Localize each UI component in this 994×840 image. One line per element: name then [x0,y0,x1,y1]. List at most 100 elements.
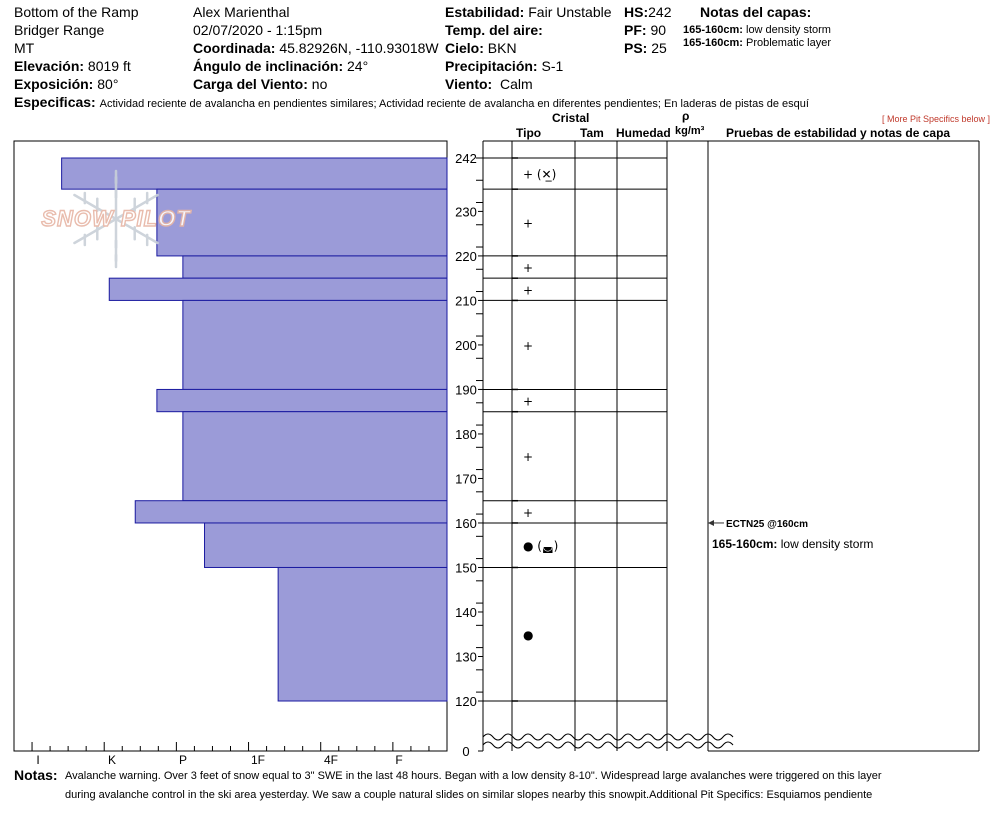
grain-symbol-5: + [523,395,533,409]
layer-note-range: 165-160cm: [683,37,743,49]
notes-label: Notas: [14,767,58,783]
depth-label-0: 0 [462,744,469,759]
pf-label: PF: [624,22,647,38]
wind: Viento: Calm [445,76,533,92]
more-pit-specifics-link[interactable]: [ More Pit Specifics below ] [881,114,990,124]
grain-symbol-1: + [523,217,533,231]
type-header: Tipo [516,126,542,140]
grain-symbol-7: + [523,506,533,520]
flake-arm [114,217,159,245]
specifics-label: Especificas: [14,94,96,110]
aspect-value: 80° [97,76,119,92]
coord-label: Coordinada: [193,40,276,56]
test-note-range: 165-160cm: [712,537,778,551]
flake-arm [73,193,118,221]
hardness-label-1F: 1F [251,753,266,767]
size-header: Tam [580,126,604,140]
layer-bar-0 [61,157,448,190]
flake-arm [73,217,118,245]
observer-name: Alex Marienthal [193,4,290,20]
coord-value: 45.82926N, -110.93018W [279,40,439,56]
depth-label-242: 242 [455,151,477,166]
layer-bar-2 [182,255,448,279]
precipitation: Precipitación: S-1 [445,58,563,74]
test-result-arrow [708,519,724,526]
layer-bar-7 [134,500,448,524]
layer-notes-title: Notas del capas: [700,4,812,20]
hs-label: HS: [624,4,649,20]
test-note-text: low density storm [780,537,874,551]
precip-label: Precipitación: [445,58,538,74]
hardness-label-I: I [36,753,40,767]
boot-penetration: PS: 25 [624,40,667,56]
depth-label-140: 140 [455,605,477,620]
pit-range: Bridger Range [14,22,105,38]
elevation: Elevación: 8019 ft [14,58,131,74]
rho-header: ρ [682,109,690,123]
grain-symbol-8: ● (◛) [523,539,558,553]
hardness-label-K: K [107,753,116,767]
layer-bar-3 [108,277,448,301]
depth-label-180: 180 [455,427,477,442]
depth-label-120: 120 [455,694,477,709]
depth-label-230: 230 [455,204,477,219]
axis-break-bottom [482,741,734,749]
wind-value: Calm [499,76,533,92]
coordinates: Coordinada: 45.82926N, -110.93018W [193,40,439,56]
snowpilot-logo: SNOW PILOT [41,169,191,269]
depth-label-160: 160 [455,516,477,531]
grain-symbol-2: + [523,261,533,275]
observation-datetime: 02/07/2020 - 1:15pm [193,22,323,38]
grain-symbol-0: + (✕̲) [523,168,556,182]
precip-value: S-1 [541,58,564,74]
ps-label: PS: [624,40,648,56]
grain-symbol-9: ● [523,628,533,642]
depth-label-190: 190 [455,382,477,397]
air-temp-label: Temp. del aire: [445,22,543,38]
layer-bar-9 [277,566,448,702]
grain-symbol-6: + [523,450,533,464]
stability-value: Fair Unstable [528,4,612,20]
layer-note-range: 165-160cm: [683,24,743,36]
depth-label-170: 170 [455,471,477,486]
test-arrow-head [708,519,714,526]
layer-bar-8 [204,522,448,568]
hardness-label-P: P [178,753,187,767]
layer-bar-5 [156,388,448,413]
layer-bar-1 [156,188,448,257]
depth-label-130: 130 [455,649,477,664]
aspect: Exposición: 80° [14,76,118,92]
wind-load-label: Carga del Viento: [193,76,308,92]
flake-arm [114,193,159,221]
wind-load-value: no [311,76,328,92]
layer-bar-6 [182,411,448,502]
depth-label-220: 220 [455,249,477,264]
elevation-label: Elevación: [14,58,85,74]
sky: Cielo: BKN [445,40,517,56]
layer-note-text: low density storm [746,24,831,36]
notes-line-2: during avalanche control in the ski area… [65,789,873,801]
slope-value: 24° [347,58,369,74]
axis-break-top [482,733,734,741]
moisture-header: Humedad [616,126,671,140]
hardness-label-F: F [395,753,403,767]
pf-value: 90 [650,22,667,38]
sky-value: BKN [487,40,517,56]
pit-state: MT [14,40,35,56]
notes-line-1: Avalanche warning. Over 3 feet of snow e… [65,770,882,782]
sky-label: Cielo: [445,40,484,56]
logo-text: SNOW PILOT [41,206,191,231]
slope-label: Ángulo de inclinación: [193,58,344,74]
wind-loading: Carga del Viento: no [193,76,327,92]
snow-height: HS:242 [624,4,671,20]
layer-bar-4 [182,299,448,390]
layer-note-2: 165-160cm: Problematic layer [683,37,831,50]
depth-label-210: 210 [455,293,477,308]
ps-value: 25 [651,40,667,56]
depth-label-200: 200 [455,338,477,353]
pit-location: Bottom of the Ramp [14,4,139,20]
specifics: Especificas: Actividad reciente de avala… [14,94,809,112]
layer-note-1: 165-160cm: low density storm [683,24,831,37]
hardness-label-4F: 4F [324,753,339,767]
